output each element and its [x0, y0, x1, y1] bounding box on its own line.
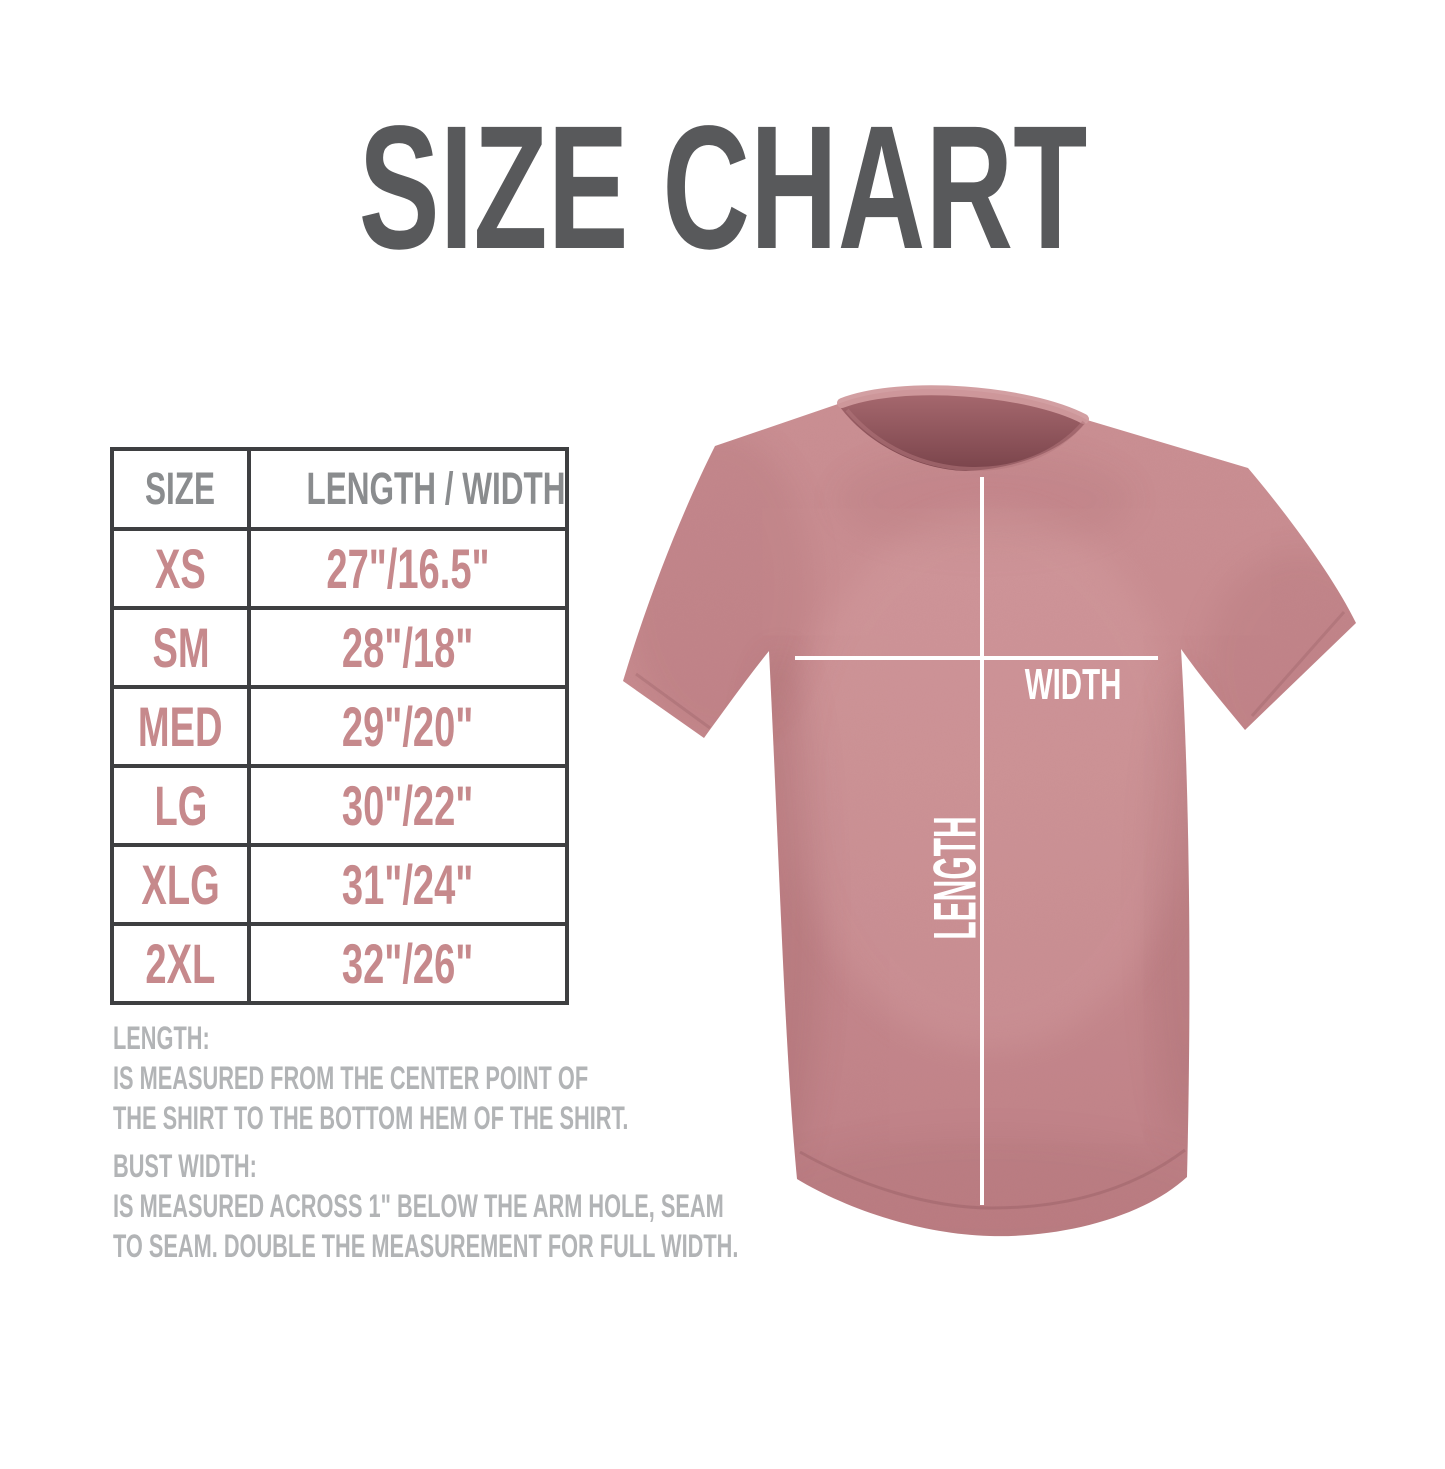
tshirt-diagram	[600, 350, 1445, 1270]
size-table: SIZE LENGTH / WIDTH XS 27"/16.5" SM 28"/…	[110, 447, 569, 1005]
bust-width-note-line: TO SEAM. DOUBLE THE MEASUREMENT FOR FULL…	[113, 1228, 739, 1264]
collar-seam	[845, 408, 1086, 471]
bust-width-note: BUST WIDTH: IS MEASURED ACROSS 1" BELOW …	[113, 1146, 739, 1266]
measurement-cell: 32"/26"	[247, 922, 569, 1005]
width-measure-line	[795, 656, 1158, 660]
table-row: XLG 31"/24"	[110, 843, 569, 926]
size-cell: LG	[110, 764, 251, 847]
tshirt-graphic	[623, 385, 1356, 1237]
measurement-cell: 30"/22"	[247, 764, 569, 847]
length-note-heading: LENGTH:	[113, 1020, 210, 1056]
table-row: LG 30"/22"	[110, 764, 569, 847]
left-cuff-seam	[635, 672, 711, 730]
collar-band	[837, 385, 1089, 424]
length-label: LENGTH	[921, 816, 988, 940]
measurement-cell: 29"/20"	[247, 685, 569, 768]
measurement-cell: 27"/16.5"	[247, 527, 569, 610]
hem-seam	[799, 1148, 1186, 1210]
length-note: LENGTH: IS MEASURED FROM THE CENTER POIN…	[113, 1018, 733, 1138]
length-note-line: IS MEASURED FROM THE CENTER POINT OF	[113, 1060, 589, 1096]
size-cell: MED	[110, 685, 251, 768]
right-cuff-seam	[1250, 611, 1346, 717]
bust-width-note-heading: BUST WIDTH:	[113, 1148, 257, 1184]
length-width-column-header: LENGTH / WIDTH	[247, 447, 569, 531]
size-cell: XS	[110, 527, 251, 610]
measurement-cell: 31"/24"	[247, 843, 569, 926]
width-label: WIDTH	[1024, 660, 1122, 709]
length-measure-line	[980, 477, 984, 1205]
table-row: MED 29"/20"	[110, 685, 569, 768]
size-cell: XLG	[110, 843, 251, 926]
tshirt-shading	[623, 389, 1356, 1237]
bust-width-note-line: IS MEASURED ACROSS 1" BELOW THE ARM HOLE…	[113, 1188, 724, 1224]
size-cell: 2XL	[110, 922, 251, 1005]
page-title: SIZE CHART	[358, 90, 1087, 286]
length-note-line: THE SHIRT TO THE BOTTOM HEM OF THE SHIRT…	[113, 1100, 629, 1136]
measurement-cell: 28"/18"	[247, 606, 569, 689]
size-cell: SM	[110, 606, 251, 689]
size-column-header: SIZE	[110, 447, 251, 531]
table-row: 2XL 32"/26"	[110, 922, 569, 1005]
table-row: XS 27"/16.5"	[110, 527, 569, 610]
measurement-notes: LENGTH: IS MEASURED FROM THE CENTER POIN…	[113, 1018, 739, 1266]
table-row: SM 28"/18"	[110, 606, 569, 689]
table-header-row: SIZE LENGTH / WIDTH	[110, 447, 569, 531]
